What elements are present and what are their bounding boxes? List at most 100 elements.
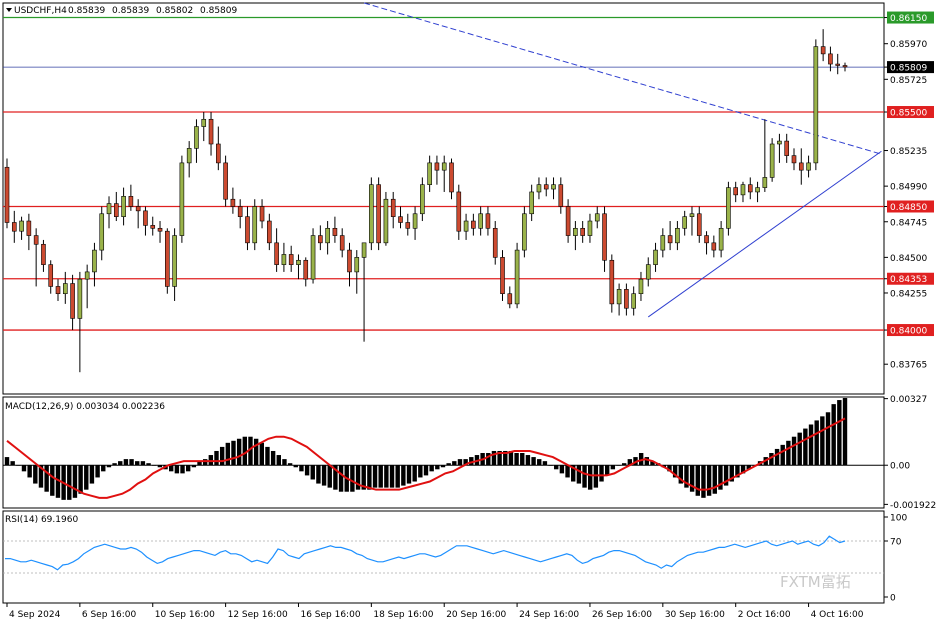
candle-bear xyxy=(216,143,221,164)
candle-bull xyxy=(587,220,593,236)
macd-bar xyxy=(769,453,774,466)
x-tick-label: 12 Sep 16:00 xyxy=(228,610,288,620)
candle-bear xyxy=(798,162,804,171)
macd-bar xyxy=(825,412,831,466)
candle-bull xyxy=(551,184,556,190)
macd-bar xyxy=(837,400,842,466)
y-tick-label: 0.85970 xyxy=(890,40,927,50)
candle-bear xyxy=(230,198,236,207)
candle-bull xyxy=(689,213,695,217)
macd-bar xyxy=(180,465,185,474)
candle-bull xyxy=(522,213,527,251)
macd-bar xyxy=(786,440,791,466)
macd-bar xyxy=(435,465,440,470)
macd-bar xyxy=(202,459,208,466)
candle-bull xyxy=(62,283,68,295)
macd-bar xyxy=(446,463,451,466)
candle-bear xyxy=(696,213,702,236)
macd-bar xyxy=(667,465,672,472)
macd-bar xyxy=(395,465,400,488)
chart-header-symbol: USDCHF,H4 xyxy=(14,6,67,16)
candle-bear xyxy=(339,235,345,251)
macd-bar xyxy=(412,465,417,482)
macd-bar xyxy=(282,459,287,466)
macd-bar xyxy=(338,465,344,492)
macd-bar xyxy=(378,465,383,488)
candle-bear xyxy=(602,213,607,261)
x-tick-label: 6 Sep 16:00 xyxy=(82,610,137,620)
price-tag-label: 0.84000 xyxy=(890,327,927,337)
macd-y-tick-label: -0.001922 xyxy=(890,501,936,511)
y-tick-label: 0.84990 xyxy=(890,183,927,193)
macd-bar xyxy=(406,465,412,484)
macd-bar xyxy=(740,465,746,474)
macd-bar xyxy=(712,465,717,494)
macd-bar xyxy=(44,465,49,492)
macd-bar xyxy=(723,465,729,486)
macd-bar xyxy=(27,465,32,478)
price-tag-label: 0.86150 xyxy=(890,14,927,24)
candle-bear xyxy=(114,203,119,217)
macd-bar xyxy=(265,446,270,466)
macd-bar xyxy=(38,465,44,488)
price-tag xyxy=(887,272,934,285)
macd-bar xyxy=(293,465,298,468)
macd-bar xyxy=(571,465,576,482)
macd-bar xyxy=(197,461,202,466)
macd-bar xyxy=(214,450,219,466)
macd-bar xyxy=(321,465,327,486)
macd-bar xyxy=(316,465,321,484)
price-panel-frame xyxy=(2,2,885,395)
candle-bear xyxy=(820,46,826,55)
macd-bar xyxy=(610,465,616,470)
macd-bar xyxy=(503,450,508,466)
rsi-panel-frame xyxy=(2,510,885,604)
macd-bar xyxy=(310,465,315,480)
candle-bear xyxy=(41,243,46,265)
candle-bear xyxy=(398,216,403,223)
macd-bar xyxy=(21,465,27,472)
macd-bar xyxy=(389,465,395,488)
candle-bear xyxy=(26,220,32,236)
macd-bar xyxy=(112,463,117,466)
candle-bear xyxy=(485,213,491,229)
y-tick-label: 0.85235 xyxy=(890,147,927,157)
candle-bear xyxy=(565,206,571,236)
chart-header-close: 0.85809 xyxy=(200,6,237,16)
macd-bar xyxy=(684,465,689,488)
macd-bar xyxy=(718,465,723,490)
candle-bull xyxy=(281,254,287,265)
candle-bear xyxy=(624,289,629,309)
candle-bull xyxy=(194,126,199,149)
candle-bear xyxy=(667,235,673,244)
macd-bar xyxy=(67,465,72,500)
candle-bull xyxy=(77,278,83,319)
macd-bar xyxy=(525,455,531,466)
rsi-panel: 100 70 0 xyxy=(2,510,907,604)
candle-bear xyxy=(4,166,10,223)
candle-bull xyxy=(121,196,126,217)
candle-bear xyxy=(507,293,513,305)
candle-bull xyxy=(427,162,432,185)
macd-bar xyxy=(746,465,751,470)
candle-bear xyxy=(55,286,61,295)
macd-bar xyxy=(276,455,281,466)
macd-bar xyxy=(599,465,604,482)
macd-bar xyxy=(384,465,389,488)
chart-header-high: 0.85839 xyxy=(112,6,149,16)
macd-bar xyxy=(367,465,372,490)
macd-bar xyxy=(780,444,785,466)
macd-bar xyxy=(140,461,146,466)
macd-bar xyxy=(10,461,15,466)
y-tick-label: 0.85725 xyxy=(890,76,927,86)
candle-bull xyxy=(529,191,534,215)
candle-bull xyxy=(740,184,746,196)
candle-bull xyxy=(106,203,112,215)
macd-bar xyxy=(157,465,163,468)
candle-bear xyxy=(835,63,841,66)
macd-bar xyxy=(803,428,808,466)
macd-bar xyxy=(440,465,446,468)
macd-bar xyxy=(797,432,802,466)
macd-bar xyxy=(106,465,112,468)
candle-bear xyxy=(747,184,753,193)
